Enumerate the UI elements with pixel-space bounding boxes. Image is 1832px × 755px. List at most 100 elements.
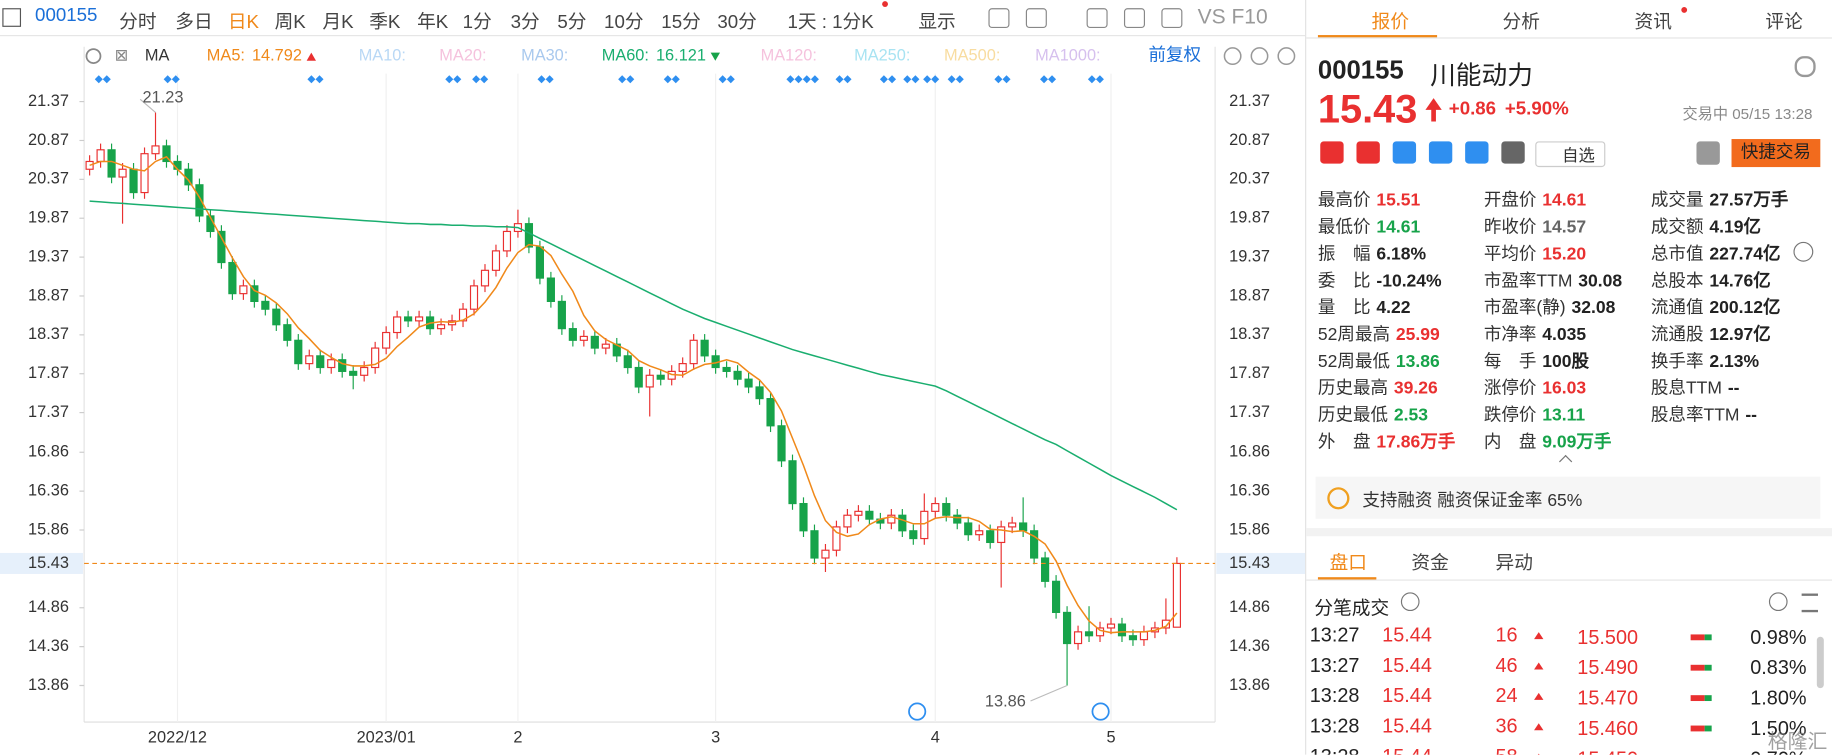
coin-icon [1327,487,1350,510]
period-tab[interactable]: 季K [369,12,401,33]
stat-label: 昨收价 [1483,217,1537,238]
candle-body [1095,627,1105,637]
watchlist-button[interactable]: 自选 [1535,141,1606,168]
gear[interactable] [1794,56,1816,78]
quote-tab[interactable]: 报价 [1371,12,1410,33]
y-tick-label: 18.37 [28,325,69,343]
stat-label: 最低价 [1317,217,1371,238]
more-icon[interactable] [1768,592,1788,612]
stat: 股息率TTM -- [1651,402,1757,427]
y-tick-label-right: 14.36 [1229,637,1270,655]
period-tab[interactable]: 多日 [175,12,213,33]
period-tab[interactable]: 15分 [661,12,701,33]
sub-tab[interactable]: 盘口 [1329,553,1368,574]
candle-body [491,250,501,271]
quote-tab[interactable]: 分析 [1502,12,1540,33]
display-select[interactable]: 显示 [918,12,956,33]
interval-select[interactable]: 1天 : 1分K [787,12,874,33]
candle-body [986,530,995,544]
feature-icon[interactable] [1320,141,1344,164]
event-marker: ◆◆ [307,73,324,85]
candle-body [162,145,171,163]
stat: 外 盘 17.86万手 [1318,429,1455,454]
candle-body [975,530,984,536]
f10-button[interactable]: F10 [1231,4,1268,29]
candle-body [1128,635,1138,641]
trade-bid: 15.490 [1577,656,1639,679]
x-tick-label: 3 [711,729,720,747]
period-tab[interactable]: 5分 [557,12,587,33]
period-tab[interactable]: 3分 [510,12,540,33]
candle-body [151,145,160,155]
candle-body [382,331,391,349]
stat-label: 市盈率(静) [1483,297,1566,318]
expand-caret[interactable] [1559,454,1573,469]
stat: 内 盘 9.09万手 [1484,429,1612,454]
divider [1305,0,1307,755]
candle-body [469,285,479,310]
tool-icon[interactable] [1123,8,1146,29]
section-gap [1306,528,1832,537]
tool-icon[interactable] [1086,8,1108,29]
trade-button[interactable]: 快捷交易 [1731,139,1821,168]
stat-label: 52周最高 [1317,324,1390,345]
period-tab[interactable]: 月K [322,12,354,33]
annotation-leader [1030,684,1068,702]
settings-icon [85,48,102,64]
period-tab[interactable]: 日K [227,12,260,33]
sub-underline [1317,577,1377,580]
period-tab[interactable]: 周K [274,12,306,33]
sub-tab[interactable]: 异动 [1495,553,1533,574]
candle-body [360,366,369,376]
vs-button[interactable]: VS [1197,4,1226,29]
trade-price: 15.44 [1382,745,1432,754]
ma-legend-inactive: MA10: [359,46,406,64]
trade-bar [1690,634,1705,641]
trade-pct: 0.83% [1750,656,1807,679]
menu-icon[interactable] [2,8,22,27]
y-tick-label-right: 15.86 [1229,520,1270,538]
tool-icon[interactable] [1161,8,1183,29]
tool-icon[interactable] [1025,8,1047,29]
candle-body [656,374,665,380]
quote-tab[interactable]: 资讯 [1634,12,1672,33]
stat-label: 每 手 [1483,351,1537,372]
candle-body [579,335,588,341]
candle-body [744,378,753,388]
tool-icon[interactable] [988,8,1010,29]
feature-icon[interactable] [1392,141,1417,164]
period-tab[interactable]: 30分 [717,12,757,33]
adjust-toggle[interactable]: 前复权 [1149,45,1202,65]
y-tick-label: 15.86 [28,520,69,538]
period-tab[interactable]: 10分 [604,12,644,33]
more-icon[interactable] [1793,241,1814,262]
bell[interactable] [1696,141,1720,165]
feature-icon[interactable] [1465,141,1489,164]
sub-border [1306,579,1832,581]
period-tab[interactable]: 分时 [119,12,157,33]
event-marker: ◆◆ [1088,73,1105,85]
list-icon[interactable] [1801,593,1818,613]
feature-icon[interactable] [1428,141,1453,164]
candle-body [854,510,863,516]
period-tab[interactable]: 年K [417,12,449,33]
info-icon[interactable] [1400,592,1420,612]
candle-body [810,530,819,559]
trade-time: 13:27 [1309,623,1360,647]
candle-body [228,261,237,295]
feature-icon[interactable] [1501,141,1525,164]
up-arrow [1425,98,1442,110]
ma-line [89,155,1178,634]
trade-volume: 58 [1496,745,1518,754]
stat-value: 15.51 [1376,190,1421,211]
feature-icon[interactable] [1356,141,1380,164]
stat-label: 最高价 [1317,190,1371,211]
price-tag: 15.43 [28,554,69,572]
quote-tab[interactable]: 评论 [1765,12,1803,33]
stat-value: 9.09万手 [1542,432,1612,453]
candle-body [272,308,281,326]
sub-tab[interactable]: 资金 [1411,553,1449,574]
trade-price: 15.44 [1382,715,1432,738]
period-tab[interactable]: 1分 [462,12,492,33]
